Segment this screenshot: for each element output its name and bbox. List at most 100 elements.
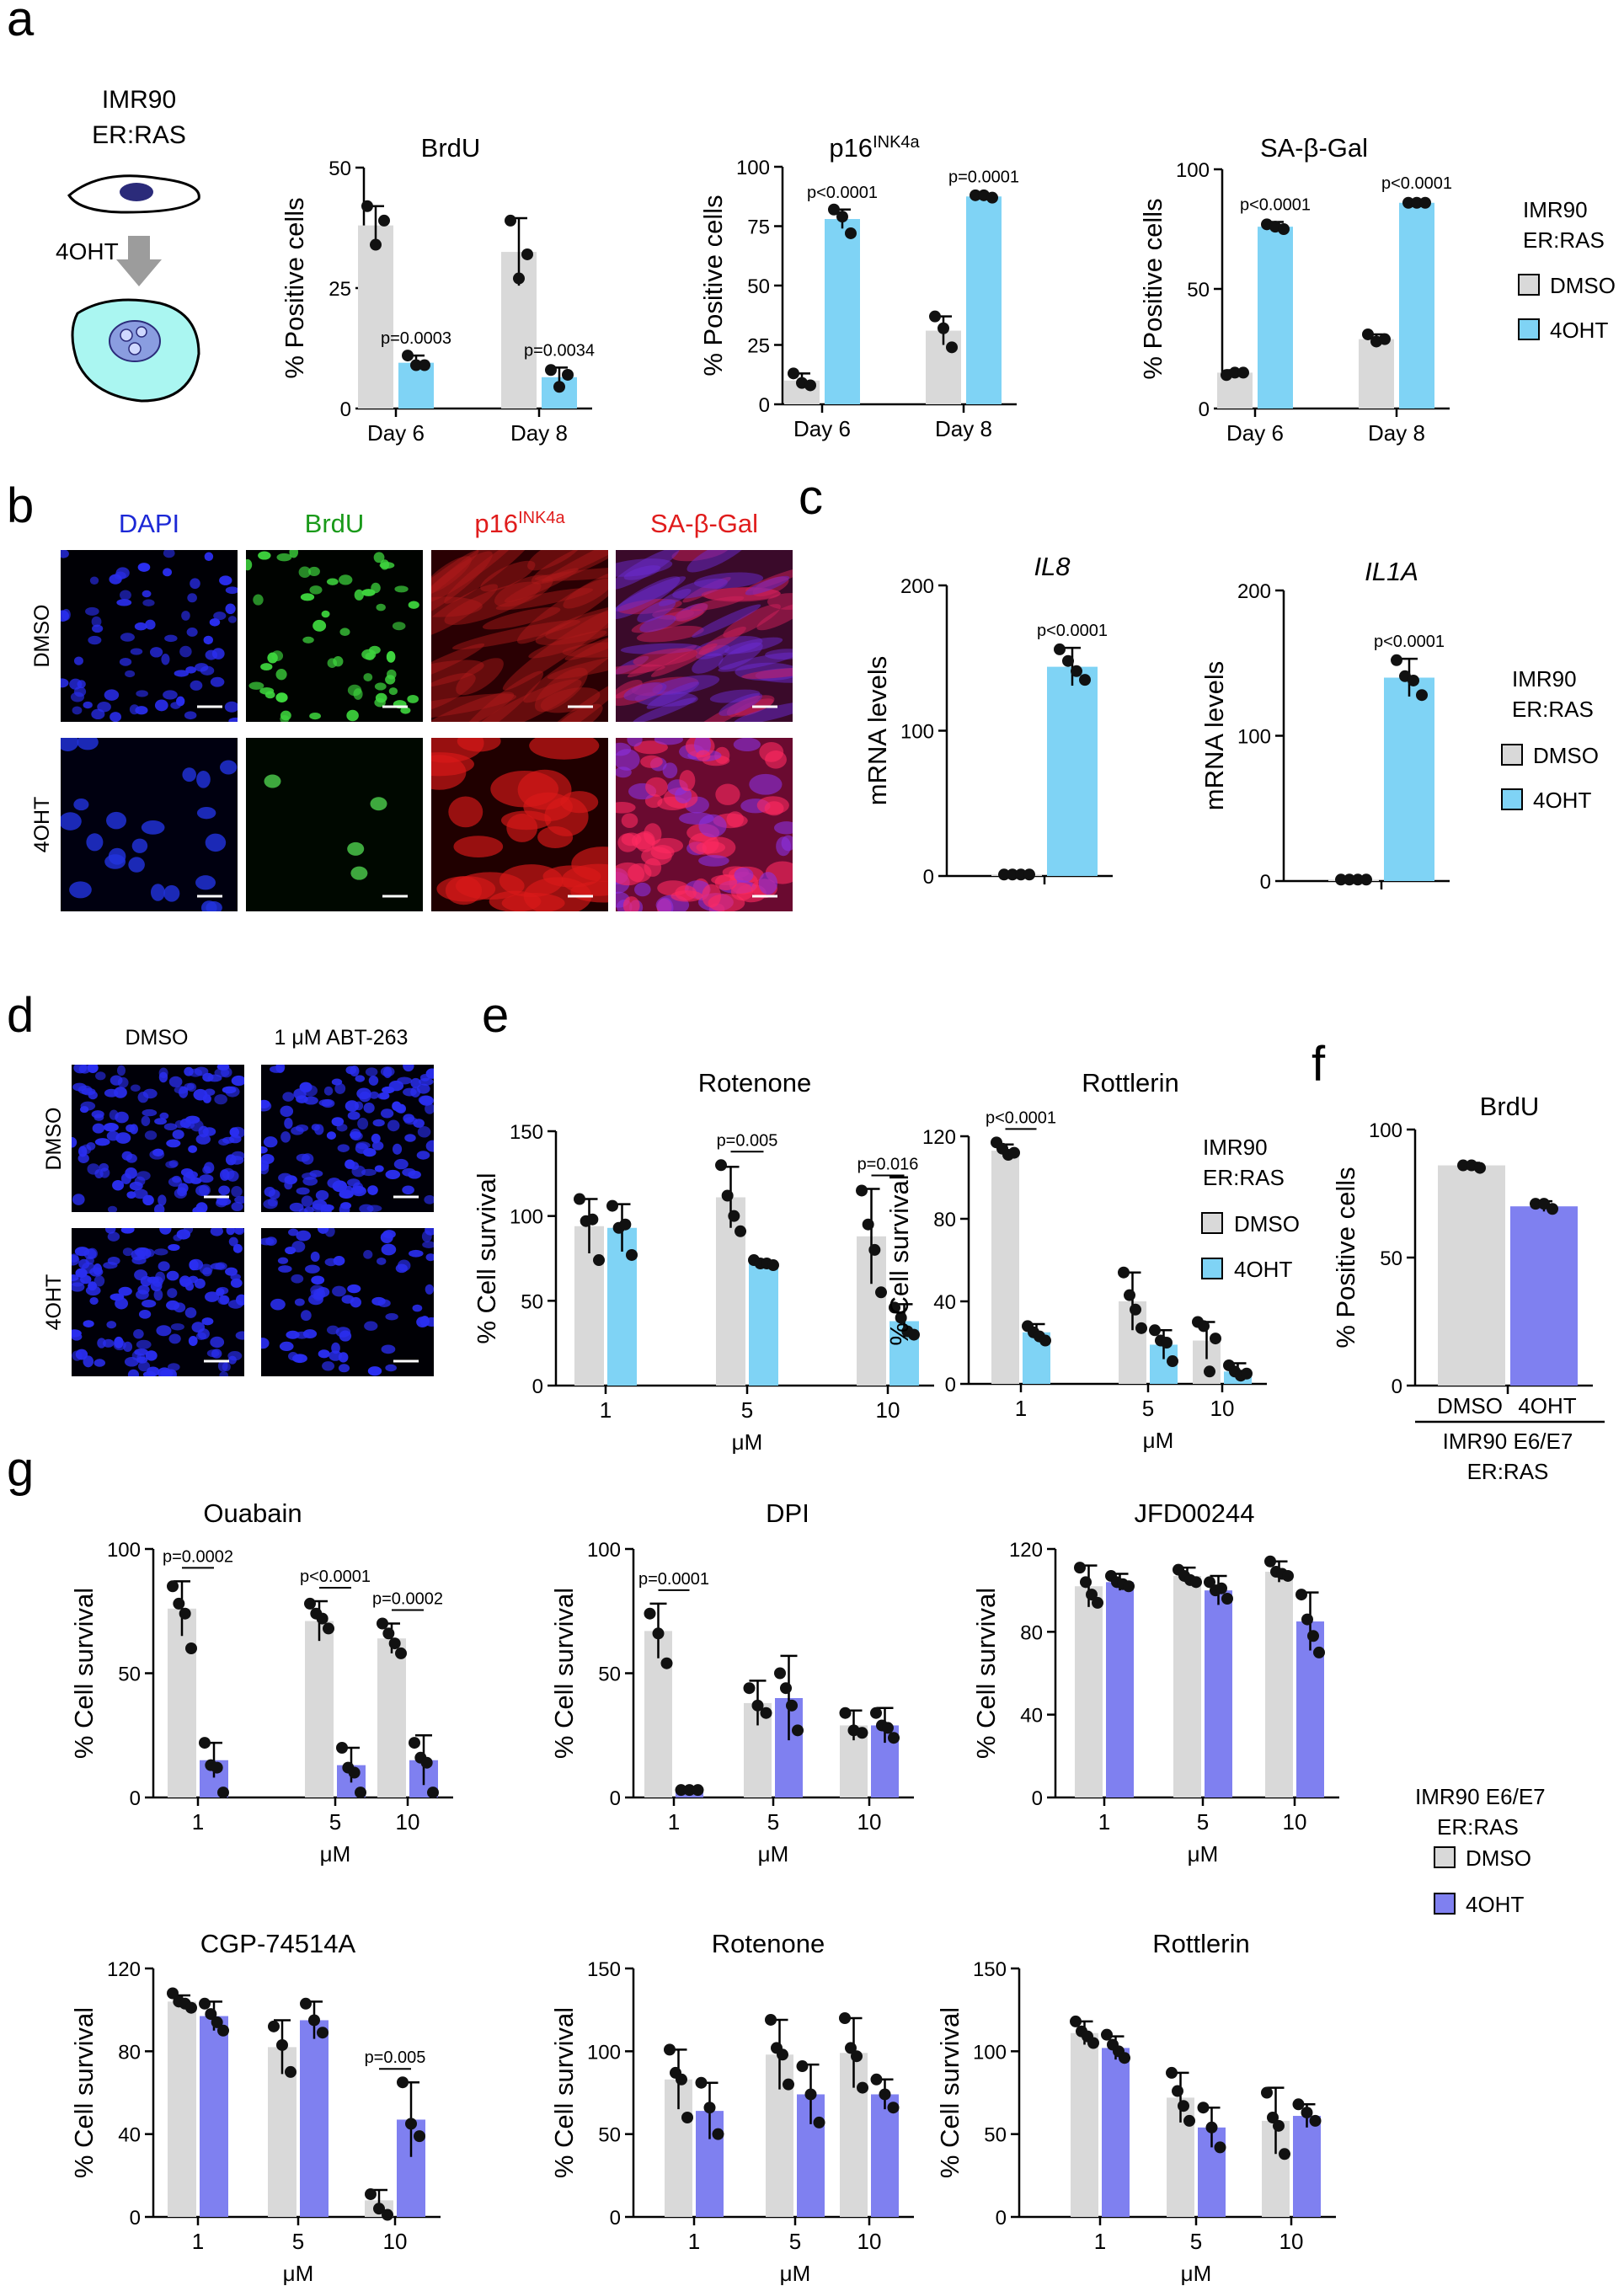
y-tick-label: 80 xyxy=(118,2041,141,2064)
p-value-label: p<0.0001 xyxy=(1381,174,1452,193)
panel-a-schematic: IMR90 ER:RAS 4OHT xyxy=(56,86,200,403)
data-point xyxy=(1411,196,1423,209)
data-point xyxy=(879,2088,891,2101)
bar-4oht-1 xyxy=(300,2020,329,2217)
p-value-label: p=0.005 xyxy=(365,2048,426,2067)
f-group-label-4oht: 4OHT xyxy=(1518,1393,1576,1418)
data-point xyxy=(1221,1593,1233,1605)
x-tick-label: 10 xyxy=(396,1809,420,1835)
y-tick-label: 0 xyxy=(340,398,351,421)
chart-c_il8: IL8 0 100 200 mRNA levels p<0.0001 xyxy=(863,552,1113,889)
chart-title: Rotenone xyxy=(698,1068,811,1098)
data-point xyxy=(895,1311,907,1324)
data-point xyxy=(167,1580,179,1593)
data-point xyxy=(792,1724,804,1737)
micrograph-dmso-dmso xyxy=(72,1065,244,1212)
data-point xyxy=(743,1682,756,1695)
y-tick-label: 0 xyxy=(130,2207,141,2230)
data-point xyxy=(1419,196,1431,209)
data-point xyxy=(681,2112,693,2123)
data-point xyxy=(419,359,430,371)
data-point xyxy=(388,1637,401,1650)
y-tick-label: 50 xyxy=(598,1664,621,1686)
y-tick-label: 150 xyxy=(510,1121,543,1144)
chart-title: Rottlerin xyxy=(1152,1929,1249,1958)
f-cells-line1: IMR90 E6/E7 xyxy=(1443,1429,1573,1454)
data-point xyxy=(505,214,516,227)
x-tick-label: 1 xyxy=(688,2229,700,2254)
x-tick-label: 10 xyxy=(876,1397,900,1423)
data-point xyxy=(185,2001,197,2014)
x-tick-label: 5 xyxy=(1142,1396,1154,1421)
y-tick-label: 0 xyxy=(1260,871,1271,894)
x-tick-label: 10 xyxy=(1210,1396,1235,1421)
bar-4oht-0 xyxy=(1384,677,1434,881)
y-axis-label: % Cell survival xyxy=(69,1588,99,1759)
x-tick-label: Day 8 xyxy=(1368,420,1425,446)
x-tick-label: Day 8 xyxy=(510,420,568,446)
chart-title: BrdU xyxy=(1480,1092,1540,1121)
data-point xyxy=(889,1301,900,1314)
data-point xyxy=(735,1225,746,1237)
data-point xyxy=(1118,1266,1130,1279)
data-point xyxy=(1080,1576,1092,1589)
p-value-label: p<0.0001 xyxy=(1037,622,1108,640)
bar-dmso-0 xyxy=(1071,2032,1098,2217)
nucleus-icon xyxy=(120,183,153,201)
p-value-label: p=0.0003 xyxy=(381,329,451,348)
data-point xyxy=(1416,689,1428,702)
y-axis-label: mRNA levels xyxy=(1199,661,1229,810)
data-point xyxy=(405,2118,417,2130)
chart-title: SA-β-Gal xyxy=(1260,133,1368,163)
bar-4oht-1 xyxy=(749,1263,778,1386)
data-point xyxy=(348,1766,361,1779)
data-point xyxy=(938,322,949,334)
x-tick-label: 10 xyxy=(857,1809,882,1835)
x-tick-label: 1 xyxy=(192,2229,204,2254)
data-point xyxy=(513,272,525,285)
y-tick-label: 120 xyxy=(1009,1539,1043,1562)
data-point xyxy=(780,1682,792,1695)
bar-dmso-0 xyxy=(358,225,393,409)
x-tick-label: 10 xyxy=(857,2229,882,2254)
column-label-2: p16INK4a xyxy=(474,509,565,538)
data-point xyxy=(888,1732,900,1744)
data-point xyxy=(1172,2085,1183,2097)
data-point xyxy=(1062,654,1074,667)
data-point xyxy=(1167,1355,1178,1368)
y-tick-label: 0 xyxy=(923,866,934,889)
x-tick-label: Day 6 xyxy=(1226,420,1284,446)
data-point xyxy=(285,2065,296,2078)
legend-a: IMR90 ER:RAS DMSO 4OHT xyxy=(1518,197,1616,343)
data-point xyxy=(1362,328,1374,340)
y-tick-label: 100 xyxy=(973,2041,1007,2064)
legend-swatch-4oht xyxy=(1201,1258,1223,1279)
column-label-3: SA-β-Gal xyxy=(650,509,758,538)
chart-g_rot: Rotenone 0 50 100 150 % Cell survival 1 5 10 μM xyxy=(549,1929,914,2286)
data-point xyxy=(377,1617,388,1630)
data-point xyxy=(1267,2112,1279,2123)
y-axis-label: % Cell survival xyxy=(935,2007,964,2178)
chart-title: IL1A xyxy=(1365,557,1418,586)
data-point xyxy=(1007,868,1018,881)
x-tick-label: 5 xyxy=(1190,2229,1202,2254)
data-point xyxy=(1092,1596,1103,1609)
data-point xyxy=(839,2012,851,2024)
data-point xyxy=(857,2081,868,2094)
x-tick-label: 1 xyxy=(1015,1396,1027,1421)
panel-label-d: d xyxy=(7,988,34,1043)
bar-4oht-2 xyxy=(871,2094,899,2217)
panel-label-f: f xyxy=(1311,1037,1326,1092)
data-point xyxy=(1210,1333,1221,1345)
x-tick-label: 5 xyxy=(741,1397,753,1423)
micrograph-dmso-brdu xyxy=(246,550,423,722)
data-point xyxy=(397,2076,409,2089)
data-point xyxy=(199,1997,211,2010)
data-point xyxy=(316,1612,329,1625)
chart-a_brdu: BrdU 0 25 50 % Positive cells Day 6 Day 8 p=0.0… xyxy=(280,133,595,446)
bar-4oht-2 xyxy=(1293,2116,1321,2217)
data-point xyxy=(1130,1303,1141,1316)
data-point xyxy=(836,211,848,223)
data-point xyxy=(1215,1582,1227,1594)
legend-swatch-4oht xyxy=(1501,788,1523,810)
